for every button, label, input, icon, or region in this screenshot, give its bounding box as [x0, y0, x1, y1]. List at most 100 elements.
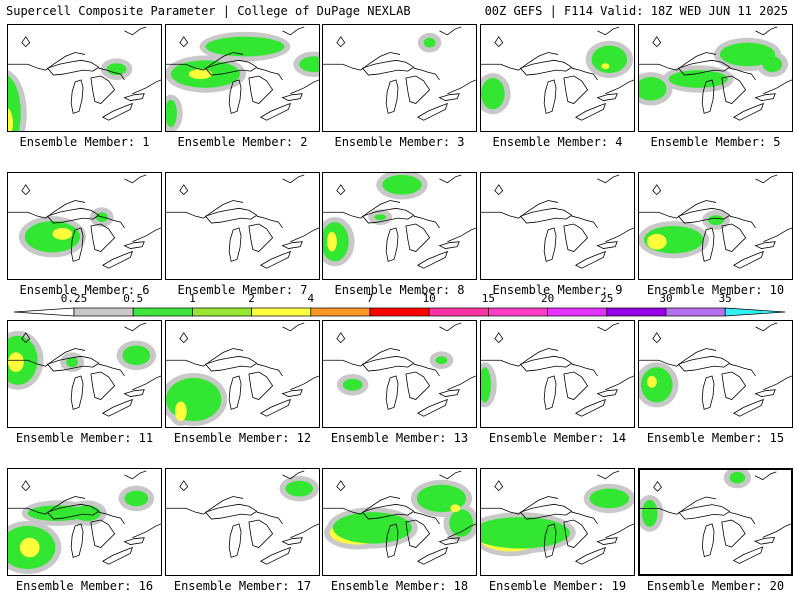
lake-outline [385, 79, 399, 114]
lake-outline [563, 371, 589, 400]
scp-shading-high [52, 227, 73, 240]
member-label: Ensemble Member: 1 [19, 135, 150, 149]
scp-shading [589, 488, 630, 509]
member-map [481, 322, 634, 417]
border-line [413, 363, 440, 377]
border-line [336, 36, 346, 48]
lake-outline [701, 79, 715, 114]
border-line [336, 332, 346, 344]
member-map-panel[interactable] [480, 24, 635, 132]
scp-shading [299, 56, 319, 73]
colorbar-max-arrow [724, 307, 786, 317]
member-map-panel[interactable] [7, 320, 162, 428]
member-map-panel[interactable] [480, 320, 635, 428]
member-map-panel[interactable] [480, 172, 635, 280]
border-line [282, 322, 305, 332]
member-map-panel[interactable] [638, 468, 793, 576]
member-map [481, 26, 634, 121]
lake-outline [385, 523, 399, 558]
border-line [98, 511, 125, 525]
scp-shading-high [646, 233, 667, 250]
lake-outline [677, 207, 731, 224]
lake-outline [416, 102, 449, 121]
scp-shading [639, 77, 667, 101]
lake-outline [519, 59, 573, 76]
border-line [571, 215, 598, 229]
border-line [124, 470, 147, 480]
border-line [45, 496, 86, 515]
member-map-panel[interactable] [638, 172, 793, 280]
lake-outline [259, 546, 292, 565]
border-line [45, 200, 86, 219]
colorbar-tick-label: 0.25 [60, 292, 88, 305]
member-map-panel[interactable] [165, 172, 320, 280]
lake-outline [438, 537, 460, 545]
border-line [439, 322, 462, 332]
member-label: Ensemble Member: 4 [492, 135, 623, 149]
lake-outline [596, 537, 618, 545]
lake-outline [721, 371, 747, 400]
scp-shading-high [188, 69, 213, 79]
lake-outline [596, 389, 618, 397]
member-map [323, 173, 476, 269]
member-label: Ensemble Member: 11 [15, 431, 154, 445]
lake-outline [574, 102, 607, 121]
lake-outline [259, 398, 292, 417]
lake-outline [677, 59, 731, 76]
member-map-panel[interactable] [165, 320, 320, 428]
member-map-panel[interactable] [7, 172, 162, 280]
border-line [8, 63, 46, 71]
border-line [729, 215, 756, 229]
border-line [571, 67, 598, 81]
member-map-panel[interactable] [322, 172, 477, 280]
lake-outline [204, 59, 258, 76]
scp-shading-high [8, 352, 24, 373]
lake-outline [574, 546, 607, 565]
lake-outline [677, 355, 731, 372]
scp-shading [591, 45, 628, 74]
border-line [256, 67, 283, 81]
border-line [763, 375, 792, 391]
member-map-panel[interactable] [7, 468, 162, 576]
member-map [639, 174, 792, 269]
member-map-panel[interactable] [7, 24, 162, 132]
lake-outline [563, 223, 589, 252]
lake-outline [732, 250, 765, 269]
member-map-panel[interactable] [322, 468, 477, 576]
scp-shading-high [646, 375, 657, 388]
lake-outline [543, 227, 557, 262]
lake-outline [361, 207, 415, 224]
border-line [763, 227, 792, 243]
border-line [124, 322, 147, 332]
member-map-panel[interactable] [638, 24, 793, 132]
border-line [439, 26, 462, 36]
scp-shading [73, 505, 101, 522]
member-map-panel[interactable] [638, 320, 793, 428]
member-map-panel[interactable] [480, 468, 635, 576]
lake-outline [281, 241, 303, 249]
member-map-panel[interactable] [322, 24, 477, 132]
border-line [8, 211, 46, 219]
border-line [132, 227, 161, 243]
lake-outline [416, 546, 449, 565]
member-map [8, 26, 161, 131]
lake-outline [701, 523, 715, 558]
border-line [413, 215, 440, 229]
border-line [360, 348, 401, 367]
lake-outline [754, 389, 776, 397]
lake-outline [405, 223, 431, 252]
border-line [290, 227, 319, 243]
border-line [676, 496, 717, 515]
border-line [447, 375, 476, 391]
colorbar-tick-label: 0.5 [123, 292, 144, 305]
border-line [729, 363, 756, 377]
member-label: Ensemble Member: 13 [330, 431, 469, 445]
border-line [360, 52, 401, 71]
member-map-panel[interactable] [322, 320, 477, 428]
scp-shading [708, 215, 724, 226]
scp-shading [342, 378, 363, 391]
colorbar-tick-label: 7 [366, 292, 374, 305]
member-map-panel[interactable] [165, 468, 320, 576]
member-map-panel[interactable] [165, 24, 320, 132]
lake-outline [574, 250, 607, 269]
